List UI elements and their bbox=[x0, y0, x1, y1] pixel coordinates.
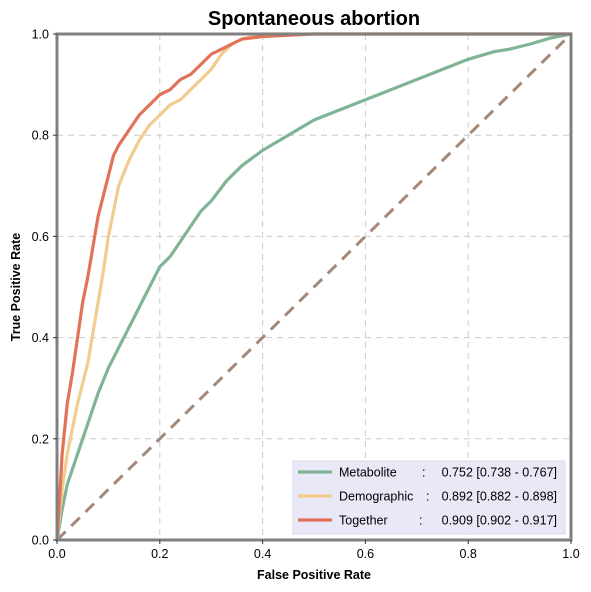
x-tick-label: 0.2 bbox=[151, 547, 168, 561]
legend-label-value: 0.909 [0.902 - 0.917] bbox=[442, 514, 557, 528]
grid-lines bbox=[57, 34, 571, 540]
x-axis-label: False Positive Rate bbox=[257, 568, 371, 582]
x-tick-label: 0.0 bbox=[48, 547, 65, 561]
legend-box bbox=[292, 460, 566, 535]
roc-curve-together bbox=[55, 32, 573, 542]
y-axis-label: True Positive Rate bbox=[9, 233, 23, 341]
legend-label-value: 0.892 [0.882 - 0.898] bbox=[442, 490, 557, 504]
y-tick-label: 0.8 bbox=[32, 129, 49, 143]
plot-frame bbox=[55, 32, 573, 542]
legend-label-value: 0.752 [0.738 - 0.767] bbox=[442, 466, 557, 480]
x-axis-ticks: 0.0 0.2 0.4 0.6 0.8 1.0 bbox=[48, 540, 580, 561]
y-axis-ticks: 0.0 0.2 0.4 0.6 0.8 1.0 bbox=[32, 28, 57, 548]
x-tick-label: 0.6 bbox=[357, 547, 374, 561]
y-tick-label: 0.4 bbox=[32, 331, 49, 345]
legend-label-separator: : bbox=[426, 490, 429, 504]
legend-label-name: Demographic bbox=[339, 490, 413, 504]
legend: Metabolite:0.752 [0.738 - 0.767]Demograp… bbox=[292, 460, 566, 535]
roc-curve-metabolite bbox=[55, 32, 573, 542]
chance-diagonal-line bbox=[55, 32, 573, 542]
x-tick-label: 1.0 bbox=[562, 547, 579, 561]
y-tick-label: 0.2 bbox=[32, 432, 49, 446]
x-tick-label: 0.4 bbox=[254, 547, 271, 561]
legend-label-name: Metabolite bbox=[339, 466, 397, 480]
legend-label-name: Together bbox=[339, 514, 388, 528]
y-tick-label: 0.6 bbox=[32, 230, 49, 244]
chart-title: Spontaneous abortion bbox=[208, 8, 420, 30]
legend-label-separator: : bbox=[422, 466, 425, 480]
x-tick-label: 0.8 bbox=[460, 547, 477, 561]
legend-label-separator: : bbox=[419, 514, 422, 528]
y-tick-label: 1.0 bbox=[32, 28, 49, 42]
y-tick-label: 0.0 bbox=[32, 534, 49, 548]
